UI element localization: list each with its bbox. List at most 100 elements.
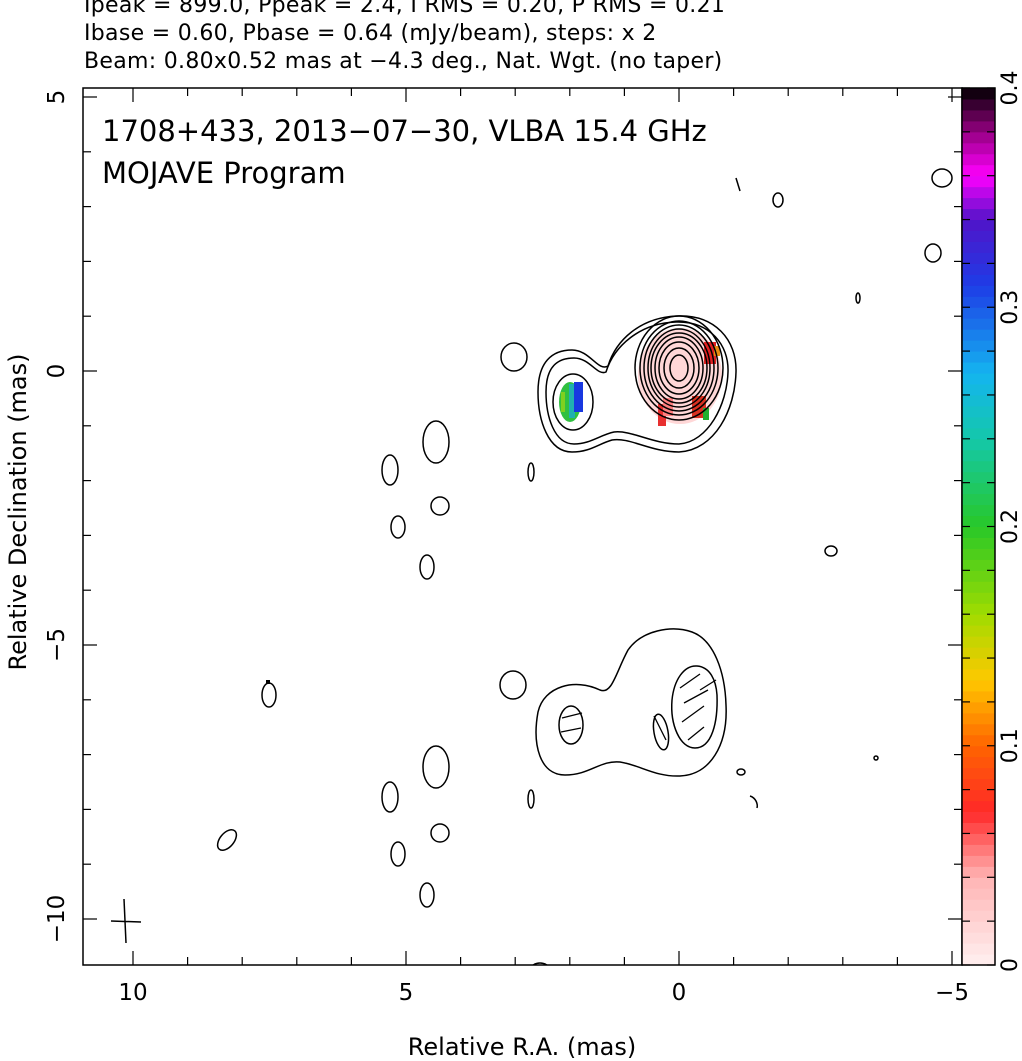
noise-contour <box>430 823 450 843</box>
colorbar-band <box>962 131 995 144</box>
colorbar-band <box>962 197 995 210</box>
colorbar-band <box>962 701 995 714</box>
colorbar-tick-labels: 0 0.1 0.2 0.3 0.4 <box>998 71 1022 973</box>
evpa-tick <box>683 689 709 704</box>
colorbar-band <box>962 932 995 944</box>
x-tick-label: 5 <box>399 980 414 1006</box>
lower-knot-contour <box>671 665 718 749</box>
core-contour <box>654 336 704 400</box>
axis-ticks <box>83 88 962 965</box>
colorbar-band <box>962 690 995 703</box>
colorbar <box>962 88 995 966</box>
noise-contour <box>390 515 406 539</box>
noise-contour <box>527 462 535 482</box>
noise-contour <box>381 454 399 486</box>
colorbar-band <box>962 679 995 692</box>
noise-contour <box>924 243 942 263</box>
core-contour <box>647 328 711 408</box>
plot-title: 1708+433, 2013−07−30, VLBA 15.4 GHz <box>102 114 707 148</box>
x-tick-label: −5 <box>935 980 969 1006</box>
noise-contour <box>749 795 758 809</box>
colorbar-band <box>962 438 995 451</box>
x-tick-label: 0 <box>672 980 687 1006</box>
core-contour <box>658 341 700 395</box>
beam-info-line: Beam: 0.80x0.52 mas at −4.3 deg., Nat. W… <box>84 49 723 74</box>
noise-contour <box>736 768 746 776</box>
colorbar-band <box>962 482 995 495</box>
colorbar-band <box>962 581 995 593</box>
core-contour <box>643 324 715 412</box>
colorbar-band <box>962 230 995 242</box>
beam-marker <box>110 898 142 944</box>
noise-contour <box>855 292 861 304</box>
noise-contour <box>419 554 435 580</box>
noise-contour <box>500 342 528 372</box>
colorbar-band <box>962 373 995 385</box>
core-contour <box>663 347 695 389</box>
evpa-tick <box>699 679 717 691</box>
evpa-tick <box>687 726 705 741</box>
colorbar-band <box>962 493 995 506</box>
colorbar-band <box>962 833 995 845</box>
colorbar-band <box>962 186 995 199</box>
evpa-tick <box>679 673 701 689</box>
colorbar-band <box>962 471 995 484</box>
colorbar-band <box>962 844 995 856</box>
evpa-tick <box>561 712 583 719</box>
y-tick-label: 5 <box>44 90 70 105</box>
stats-line: Ipeak = 899.0, Ppeak = 2.4, I RMS = 0.20… <box>84 0 726 18</box>
noise-contour <box>735 177 741 192</box>
colorbar-band <box>962 614 995 626</box>
base-levels-line: Ibase = 0.60, Pbase = 0.64 (mJy/beam), s… <box>84 21 657 46</box>
noise-contour <box>422 420 450 464</box>
colorbar-band <box>962 526 995 538</box>
colorbar-band <box>962 427 995 440</box>
jet-envelope-contour <box>545 321 729 445</box>
small-marker <box>266 680 270 684</box>
colorbar-band <box>962 647 995 659</box>
colorbar-band <box>962 877 995 889</box>
knot-pol-patch-blue <box>574 382 583 412</box>
colorbar-band <box>962 800 995 813</box>
colorbar-band <box>962 669 995 681</box>
colorbar-band <box>962 855 995 867</box>
colorbar-band <box>962 88 995 100</box>
colorbar-band <box>962 285 995 297</box>
evpa-tick <box>560 727 582 733</box>
plot-subtitle: MOJAVE Program <box>102 156 346 190</box>
knot-contour <box>552 373 594 431</box>
colorbar-band <box>962 449 995 462</box>
noise-contour <box>422 745 450 789</box>
colorbar-band <box>962 208 995 221</box>
colorbar-band <box>962 351 995 363</box>
noise-contour <box>532 962 548 965</box>
colorbar-band <box>962 899 995 911</box>
plot-frame <box>82 87 963 966</box>
core-contour <box>650 332 708 404</box>
colorbar-band <box>962 822 995 834</box>
colorbar-band <box>962 723 995 736</box>
colorbar-band <box>962 252 995 264</box>
colorbar-band <box>962 570 995 582</box>
colorbar-band <box>962 954 995 966</box>
colorbar-band <box>962 515 995 527</box>
colorbar-band <box>962 504 995 517</box>
x-axis-label: Relative R.A. (mas) <box>408 1033 636 1061</box>
colorbar-tick-label: 0 <box>998 958 1022 972</box>
colorbar-band <box>962 296 995 308</box>
colorbar-band <box>962 394 995 407</box>
colorbar-band <box>962 219 995 232</box>
colorbar-band <box>962 307 995 319</box>
colorbar-band <box>962 142 995 155</box>
colorbar-band <box>962 548 995 560</box>
noise-contour <box>527 789 535 809</box>
lower-knot-contour <box>558 705 584 745</box>
contours <box>216 168 953 965</box>
evpa-tick <box>653 715 667 741</box>
colorbar-band <box>962 712 995 725</box>
knot-pol-patch-yellow <box>561 392 565 412</box>
colorbar-band <box>962 460 995 473</box>
colorbar-band <box>962 175 995 188</box>
knot-pol-patch-cyan <box>569 384 575 418</box>
colorbar-band <box>962 340 995 352</box>
